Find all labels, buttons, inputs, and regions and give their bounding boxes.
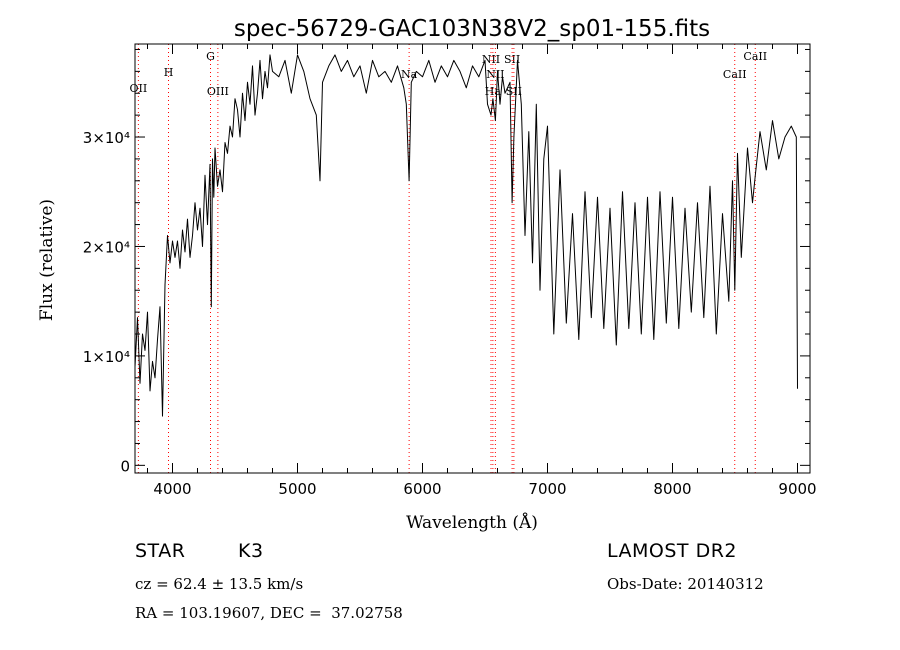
x-tick-label: 4000: [153, 480, 191, 498]
y-axis-label: Flux (relative): [37, 199, 57, 321]
line-marker-label: OIII: [207, 85, 229, 98]
y-tick-label: 2×10⁴: [83, 238, 130, 256]
x-tick-label: 8000: [653, 480, 691, 498]
line-marker-label: G: [206, 50, 215, 63]
obs-date: Obs-Date: 20140312: [607, 575, 764, 593]
chart-title: spec-56729-GAC103N38V2_sp01-155.fits: [234, 16, 710, 42]
line-marker-label: CaII: [723, 68, 747, 81]
y-axis: 0 1×10⁴ 2×10⁴ 3×10⁴: [83, 48, 810, 475]
line-marker-label: NII: [486, 68, 504, 81]
ra-dec: RA = 103.19607, DEC = 37.02758: [135, 604, 403, 622]
x-tick-label: 6000: [403, 480, 441, 498]
y-tick-label: 0: [120, 457, 130, 475]
line-marker-label: CaII: [743, 50, 767, 63]
x-axis: 4000 5000 6000 7000 8000 9000: [147, 44, 817, 498]
cz-value: cz = 62.4 ± 13.5 km/s: [135, 575, 304, 593]
y-tick-label: 1×10⁴: [83, 348, 130, 366]
x-axis-label: Wavelength (Å): [406, 512, 538, 533]
y-tick-label: 3×10⁴: [83, 129, 130, 147]
line-marker-label: SII: [504, 53, 520, 66]
x-tick-label: 5000: [278, 480, 316, 498]
plot-frame: [134, 43, 811, 474]
line-marker-label: H: [164, 66, 174, 79]
line-marker-label: OII: [130, 82, 148, 95]
object-class: STAR: [135, 540, 186, 562]
x-tick-label: 9000: [778, 480, 816, 498]
spectrum-line: [134, 54, 798, 417]
object-subclass: K3: [238, 540, 264, 562]
survey-label: LAMOST DR2: [607, 540, 737, 562]
x-tick-label: 7000: [528, 480, 566, 498]
line-marker-label: NII: [482, 53, 500, 66]
